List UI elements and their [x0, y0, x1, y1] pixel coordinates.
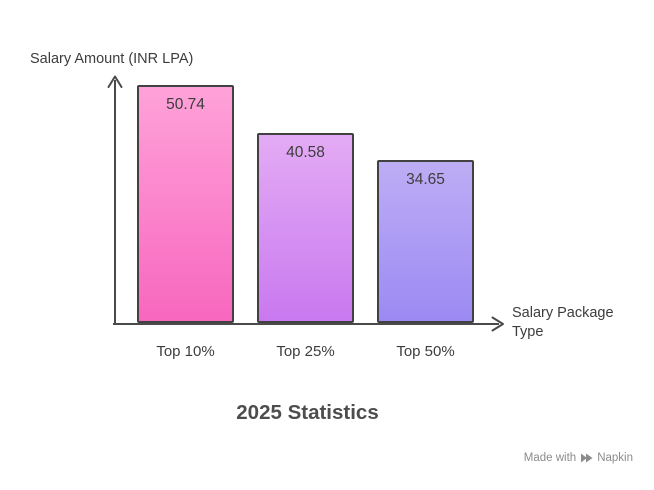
x-axis-arrow-icon: [491, 316, 504, 332]
bar-top-10: 50.74: [137, 85, 234, 323]
bar-value-label: 40.58: [286, 144, 325, 161]
napkin-logo-icon: [581, 453, 593, 463]
bar-value-label: 34.65: [406, 171, 445, 188]
bar-top-50: 34.65: [377, 160, 474, 323]
bar-top-25: 40.58: [257, 133, 354, 323]
watermark-brand: Napkin: [597, 452, 633, 464]
x-axis-label: Salary Package Type: [512, 305, 614, 340]
y-axis-label: Salary Amount (INR LPA): [30, 51, 194, 67]
bar-value-label: 50.74: [166, 96, 205, 113]
category-label-top-10: Top 10%: [156, 343, 215, 360]
y-axis-arrow-icon: [107, 75, 123, 88]
category-label-top-25: Top 25%: [276, 343, 335, 360]
watermark: Made with Napkin: [524, 452, 633, 464]
category-label-top-50: Top 50%: [396, 343, 455, 360]
chart-title: 2025 Statistics: [236, 401, 379, 424]
watermark-prefix: Made with: [523, 452, 577, 464]
